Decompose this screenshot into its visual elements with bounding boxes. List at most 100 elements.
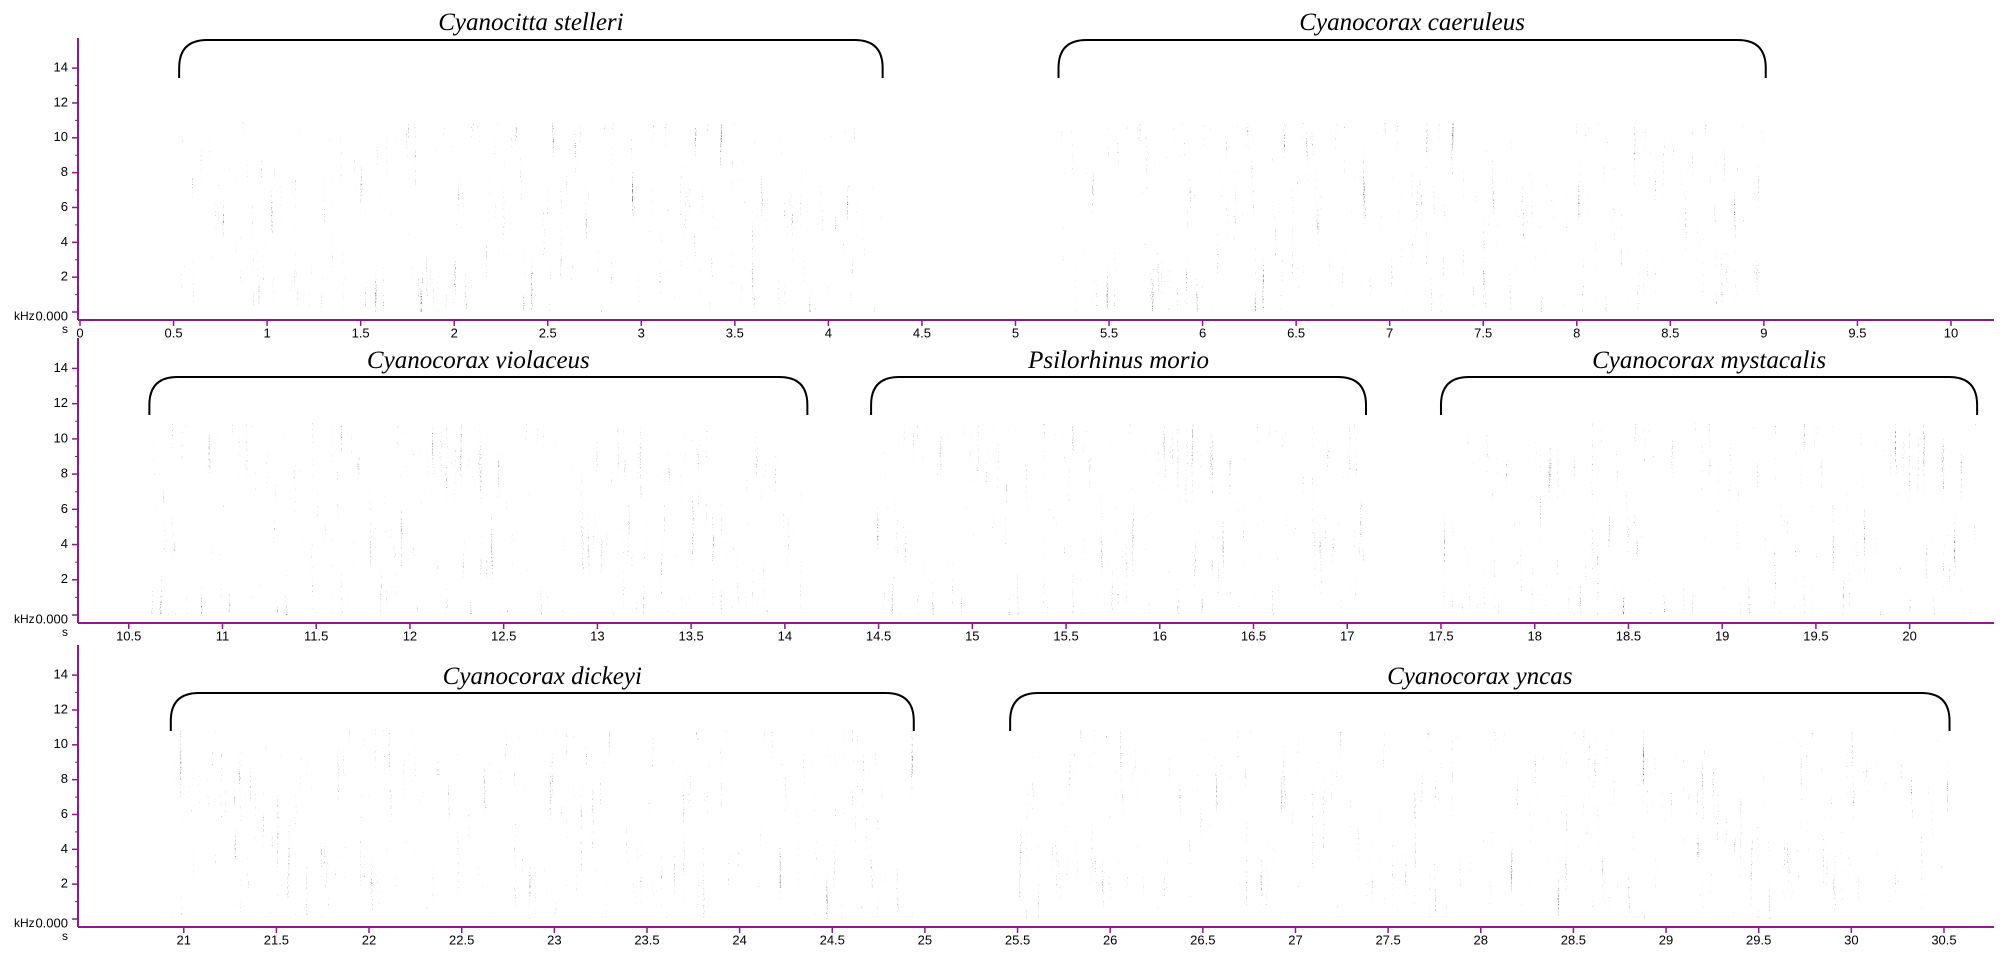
species-bracket: [1441, 377, 1977, 415]
x-tick-label: 6.5: [1287, 325, 1305, 340]
y-tick-label: 2: [61, 571, 68, 586]
spectrogram-texture: [171, 730, 914, 919]
x-tick-label: 26: [1103, 932, 1117, 947]
x-tick-label: 3.5: [726, 325, 744, 340]
species-bracket: [179, 40, 882, 78]
x-tick-label: 11.5: [304, 628, 328, 643]
x-tick-label: 29.5: [1746, 932, 1771, 947]
x-tick-label: 18: [1527, 628, 1541, 643]
x-tick-label: 19: [1715, 628, 1729, 643]
x-tick-label: 18.5: [1616, 628, 1641, 643]
x-tick-label: 1: [263, 325, 270, 340]
species-bracket: [171, 693, 914, 731]
x-unit: s: [62, 625, 68, 639]
x-tick-label: 26.5: [1190, 932, 1215, 947]
x-tick-label: 16: [1153, 628, 1167, 643]
species-bracket: [1059, 40, 1766, 78]
spectrogram-texture: [149, 424, 807, 615]
x-tick-label: 15: [965, 628, 979, 643]
x-tick-label: 5.5: [1100, 325, 1118, 340]
x-tick-label: 9.5: [1848, 325, 1866, 340]
x-tick-label: 10: [1944, 325, 1958, 340]
y-tick-label: 14: [54, 360, 68, 375]
x-tick-label: 19.5: [1803, 628, 1828, 643]
x-tick-label: 17: [1340, 628, 1354, 643]
x-tick-label: 14: [778, 628, 792, 643]
x-tick-label: 29: [1659, 932, 1673, 947]
y-tick-label: 6: [61, 806, 68, 821]
x-tick-label: 24.5: [820, 932, 845, 947]
species-bracket: [871, 377, 1366, 415]
y-tick-label: 10: [54, 430, 68, 445]
y-tick-label: 8: [61, 164, 68, 179]
species-name: Cyanocorax mystacalis: [1592, 347, 1826, 374]
species-name: Cyanocorax caeruleus: [1299, 9, 1525, 36]
species-bracket: [149, 377, 807, 415]
x-tick-label: 21: [177, 932, 191, 947]
x-tick-label: 16.5: [1241, 628, 1266, 643]
x-tick-label: 14.5: [866, 628, 891, 643]
y-unit: kHz: [14, 309, 35, 323]
x-tick-label: 22.5: [449, 932, 474, 947]
spectrogram-texture: [1059, 123, 1766, 312]
x-tick-label: 1.5: [352, 325, 370, 340]
species-bracket: [1010, 693, 1949, 731]
x-tick-label: 17.5: [1428, 628, 1453, 643]
y-tick-label: 4: [61, 536, 68, 551]
x-tick-label: 27: [1288, 932, 1302, 947]
x-tick-label: 13: [590, 628, 604, 643]
y-tick-label: 12: [54, 395, 68, 410]
y-unit: kHz: [14, 612, 35, 626]
y-tick-label: 6: [61, 501, 68, 516]
species-name: Psilorhinus morio: [1027, 347, 1209, 374]
x-tick-label: 0.5: [165, 325, 183, 340]
y-tick-label: 14: [54, 60, 68, 75]
species-name: Cyanocorax violaceus: [367, 347, 590, 374]
spectrogram-texture: [1010, 730, 1949, 919]
page: {"chart_data": [ {"type": "spectrogram",…: [0, 0, 2004, 954]
x-tick-label: 28: [1474, 932, 1488, 947]
x-tick-label: 8: [1573, 325, 1580, 340]
x-tick-label: 25.5: [1005, 932, 1030, 947]
x-unit: s: [62, 322, 68, 336]
x-tick-label: 22: [362, 932, 376, 947]
x-tick-label: 12.5: [491, 628, 516, 643]
x-tick-label: 12: [403, 628, 417, 643]
x-tick-label: 10.5: [116, 628, 141, 643]
x-tick-label: 9: [1760, 325, 1767, 340]
y-tick-label: 6: [61, 199, 68, 214]
spectrogram-texture: [871, 424, 1366, 615]
species-name: Cyanocitta stelleri: [438, 9, 623, 36]
spectrogram-texture: [179, 123, 882, 312]
y-tick-label: 8: [61, 771, 68, 786]
x-tick-label: 28.5: [1561, 932, 1586, 947]
x-tick-label: 23.5: [634, 932, 659, 947]
y-tick-label: 8: [61, 466, 68, 481]
x-tick-label: 3: [638, 325, 645, 340]
x-tick-label: 30.5: [1931, 932, 1956, 947]
x-tick-label: 24: [732, 932, 746, 947]
y-tick-label: 14: [54, 667, 68, 682]
x-tick-label: 7: [1386, 325, 1393, 340]
x-tick-label: 25: [918, 932, 932, 947]
x-tick-label: 20: [1902, 628, 1916, 643]
x-tick-label: 6: [1199, 325, 1206, 340]
spectrogram-texture: [1441, 424, 1977, 615]
y-unit: kHz: [14, 916, 35, 930]
y-tick-label: 12: [54, 701, 68, 716]
x-tick-label: 13.5: [678, 628, 703, 643]
x-tick-label: 21.5: [264, 932, 289, 947]
x-unit: s: [62, 929, 68, 943]
species-name: Cyanocorax yncas: [1387, 663, 1572, 690]
x-tick-label: 8.5: [1661, 325, 1679, 340]
x-tick-label: 15.5: [1053, 628, 1078, 643]
y-tick-label: 2: [61, 876, 68, 891]
x-tick-label: 5: [1012, 325, 1019, 340]
y-tick-label: 10: [54, 736, 68, 751]
species-name: Cyanocorax dickeyi: [443, 663, 642, 690]
y-tick-label: 12: [54, 94, 68, 109]
x-tick-label: 2.5: [539, 325, 557, 340]
x-tick-label: 30: [1844, 932, 1858, 947]
y-tick-label: 4: [61, 234, 68, 249]
x-tick-label: 27.5: [1375, 932, 1400, 947]
